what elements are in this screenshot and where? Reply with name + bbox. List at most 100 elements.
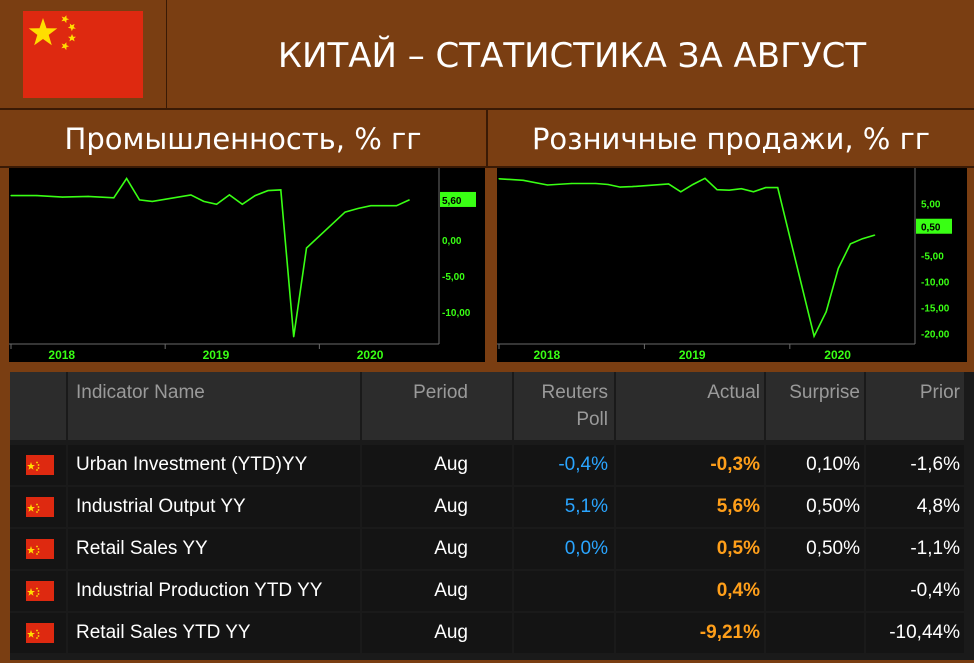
- data-point: [344, 211, 346, 213]
- row-prior: -1,1%: [866, 529, 964, 569]
- data-point: [728, 189, 730, 191]
- data-point: [680, 191, 682, 193]
- row-prior: -1,6%: [866, 445, 964, 485]
- data-point: [61, 196, 63, 198]
- header-divider: [0, 108, 974, 110]
- row-indicator-name: Urban Investment (YTD)YY: [68, 445, 360, 485]
- flag-box: [0, 0, 167, 108]
- row-flag-cell: [10, 613, 66, 653]
- header-bar: КИТАЙ – СТАТИСТИКА ЗА АВГУСТ: [0, 0, 974, 108]
- china-flag-icon: [26, 581, 54, 601]
- row-indicator-name: Retail Sales YTD YY: [68, 613, 360, 653]
- row-poll: [514, 571, 614, 611]
- header-actual-label: Actual: [707, 382, 760, 403]
- china-flag-icon: [26, 455, 54, 475]
- y-tick-label: 0,00: [442, 236, 462, 247]
- header-period-label: Period: [413, 382, 468, 403]
- x-tick-label: 2020: [357, 348, 384, 362]
- table-row[interactable]: Industrial Output YY Aug 5,1% 5,6% 0,50%…: [10, 487, 974, 527]
- row-indicator-name: Industrial Production YTD YY: [68, 571, 360, 611]
- data-point: [113, 197, 115, 199]
- data-point: [825, 311, 827, 313]
- data-point: [813, 335, 815, 337]
- y-tick-label: -5,00: [921, 251, 944, 262]
- data-point: [305, 247, 308, 249]
- row-flag-cell: [10, 445, 66, 485]
- x-tick-label: 2019: [679, 348, 706, 362]
- row-poll: 0,0%: [514, 529, 614, 569]
- data-point: [716, 189, 718, 191]
- data-point: [668, 183, 670, 185]
- data-point: [267, 190, 269, 192]
- y-tick-label: 5,00: [921, 199, 941, 210]
- header-indicator-name-label: Indicator Name: [76, 382, 205, 403]
- data-point: [126, 177, 128, 180]
- data-point: [619, 186, 621, 188]
- indicator-table: Indicator Name Period Reuters Poll Actua…: [10, 372, 974, 660]
- table-row[interactable]: Industrial Production YTD YY Aug 0,4% -0…: [10, 571, 974, 611]
- china-flag-icon: [26, 497, 54, 517]
- table-row[interactable]: Urban Investment (YTD)YY Aug -0,4% -0,3%…: [10, 445, 974, 485]
- row-actual: -0,3%: [616, 445, 764, 485]
- chart-title-divider: [0, 166, 974, 168]
- y-tick-label: -5,00: [442, 272, 465, 283]
- series-line: [11, 177, 410, 337]
- data-point: [874, 234, 876, 236]
- row-surprise: 0,10%: [766, 445, 864, 485]
- data-point: [571, 182, 573, 185]
- data-point: [87, 195, 89, 197]
- data-point: [752, 191, 755, 193]
- data-point: [595, 182, 597, 185]
- header-actual: Actual: [616, 372, 764, 440]
- header-reuters-poll: Reuters Poll: [514, 372, 614, 440]
- header-poll-line2: Poll: [576, 409, 608, 430]
- data-point: [138, 199, 141, 201]
- data-point: [740, 188, 742, 190]
- y-tick-label: 0,50: [921, 223, 941, 234]
- y-tick-label: -10,00: [921, 277, 950, 288]
- last-value-marker: [916, 218, 952, 234]
- last-value-marker: [440, 191, 476, 207]
- title-divider: [486, 110, 488, 166]
- data-point: [370, 205, 372, 207]
- row-period: Aug: [362, 487, 512, 527]
- right-chart-title: Розничные продажи, % гг: [531, 122, 931, 156]
- data-point: [395, 205, 398, 207]
- row-period: Aug: [362, 445, 512, 485]
- china-flag-icon: [23, 11, 143, 98]
- row-surprise: [766, 571, 864, 611]
- data-point: [546, 184, 549, 186]
- x-tick-label: 2018: [533, 348, 560, 362]
- header-prior: Prior: [866, 372, 964, 440]
- series-line: [498, 177, 875, 339]
- page-title: КИТАЙ – СТАТИСТИКА ЗА АВГУСТ: [277, 36, 867, 76]
- header-surprise-label: Surprise: [789, 382, 860, 403]
- data-point: [522, 179, 524, 181]
- header-surprise: Surprise: [766, 372, 864, 440]
- data-point: [631, 185, 633, 188]
- row-indicator-name: Industrial Output YY: [68, 487, 360, 527]
- data-point: [849, 243, 852, 245]
- data-point: [607, 183, 609, 186]
- table-row[interactable]: Retail Sales YY Aug 0,0% 0,5% 0,50% -1,1…: [10, 529, 974, 569]
- table-row[interactable]: Retail Sales YTD YY Aug -9,21% -10,44%: [10, 613, 974, 653]
- data-point: [293, 336, 295, 338]
- data-point: [280, 189, 282, 191]
- row-period: Aug: [362, 529, 512, 569]
- data-point: [36, 195, 38, 197]
- left-chart-title: Промышленность, % гг: [64, 122, 422, 156]
- row-prior: 4,8%: [866, 487, 964, 527]
- china-flag-stars: [28, 15, 76, 51]
- row-period: Aug: [362, 613, 512, 653]
- row-flag-cell: [10, 487, 66, 527]
- x-tick-label: 2020: [824, 348, 851, 362]
- row-actual: -9,21%: [616, 613, 764, 653]
- data-point: [10, 195, 12, 197]
- industry-chart: 5,60 0,00 -5,00 -10,00 2018 2019 2020: [9, 168, 476, 362]
- row-actual: 0,5%: [616, 529, 764, 569]
- row-actual: 0,4%: [616, 571, 764, 611]
- row-actual: 5,6%: [616, 487, 764, 527]
- data-point: [383, 205, 385, 207]
- row-poll: [514, 613, 614, 653]
- row-flag-cell: [10, 529, 66, 569]
